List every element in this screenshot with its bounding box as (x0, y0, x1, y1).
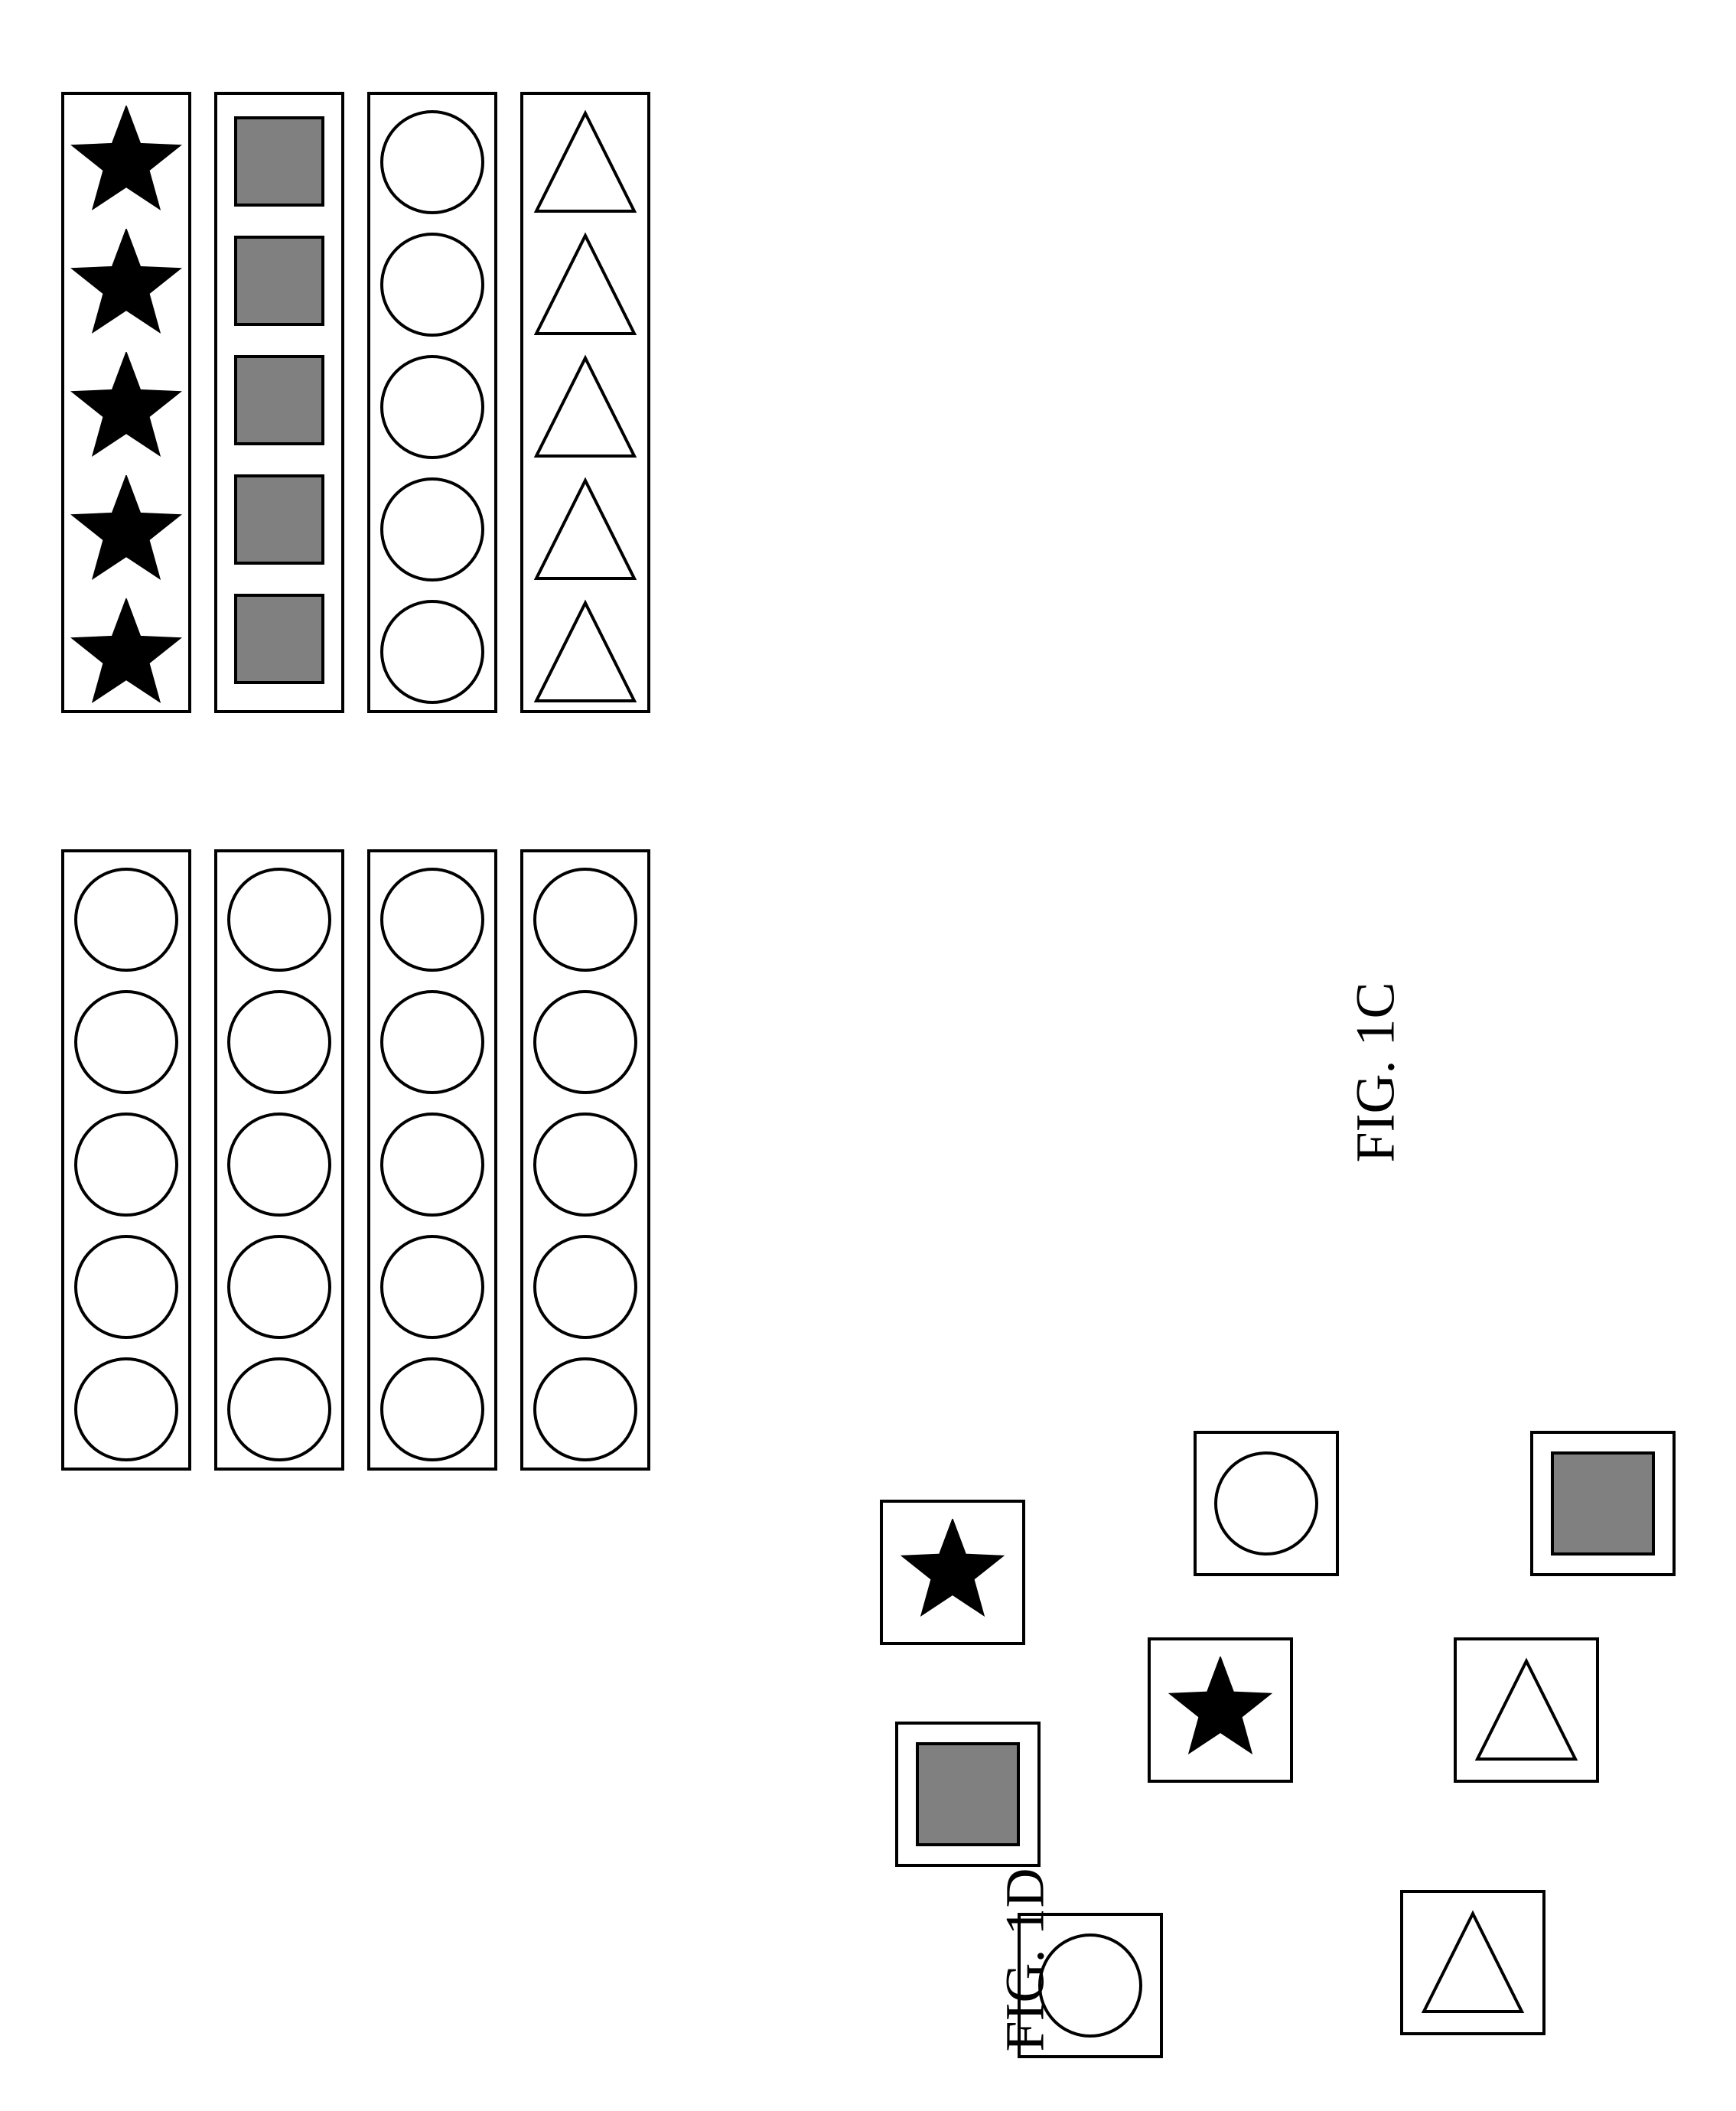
circle-cell (226, 866, 333, 973)
scatter-square-box (1530, 1431, 1676, 1576)
circle-cell (379, 1111, 486, 1218)
square-cell (233, 115, 326, 208)
scatter-triangle-box (1454, 1637, 1599, 1783)
shape-row (520, 849, 650, 1471)
triangle-cell (532, 598, 639, 705)
circle-cell (532, 1111, 639, 1218)
circle-cell (73, 1356, 180, 1463)
circle-cell (379, 353, 486, 461)
star-cell (69, 598, 184, 713)
circle-cell (379, 476, 486, 583)
scatter-circle-box (1194, 1431, 1339, 1576)
circle-cell (532, 1233, 639, 1341)
star-cell (69, 352, 184, 467)
circle-cell (73, 1233, 180, 1341)
circle-cell (532, 989, 639, 1096)
star-cell (69, 229, 184, 344)
triangle-cell (532, 231, 639, 338)
scatter-star-box (880, 1500, 1025, 1645)
shape-row (61, 92, 191, 713)
shape-row (214, 92, 344, 713)
circle-cell (73, 1111, 180, 1218)
circle-cell (379, 1233, 486, 1341)
scatter-square-box (895, 1722, 1041, 1867)
square-cell (233, 592, 326, 686)
square-cell (233, 353, 326, 447)
circle-cell (379, 1356, 486, 1463)
star-cell (69, 475, 184, 590)
triangle-cell (532, 109, 639, 216)
shape-row (520, 92, 650, 713)
circle-cell (226, 1356, 333, 1463)
panel-c-caption: FIG. 1C (1344, 982, 1408, 1162)
shape-row (367, 92, 497, 713)
circle-cell (532, 1356, 639, 1463)
circle-cell (532, 866, 639, 973)
scatter-triangle-box (1400, 1890, 1545, 2035)
square-cell (233, 473, 326, 566)
circle-cell (379, 109, 486, 216)
square-cell (233, 234, 326, 327)
circle-cell (226, 989, 333, 1096)
circle-cell (379, 231, 486, 338)
star-cell (69, 106, 184, 220)
circle-cell (379, 598, 486, 705)
triangle-cell (532, 353, 639, 461)
circle-cell (73, 989, 180, 1096)
circle-cell (226, 1233, 333, 1341)
panel-d-caption: FIG. 1D (994, 1868, 1057, 2051)
shape-row (61, 849, 191, 1471)
shape-row (367, 849, 497, 1471)
triangle-cell (532, 476, 639, 583)
circle-cell (379, 866, 486, 973)
shape-row (214, 849, 344, 1471)
circle-cell (379, 989, 486, 1096)
scatter-star-box (1148, 1637, 1293, 1783)
circle-cell (226, 1111, 333, 1218)
circle-cell (73, 866, 180, 973)
